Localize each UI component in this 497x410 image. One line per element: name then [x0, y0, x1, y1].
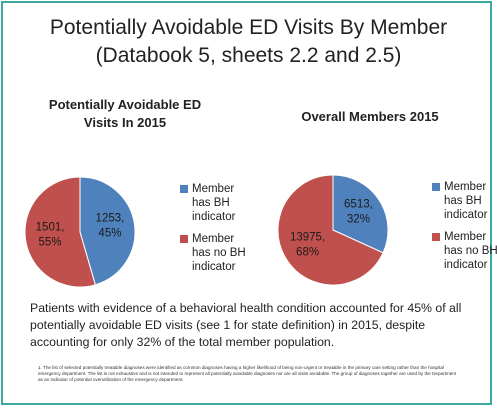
legend-item: Member has no BH indicator: [180, 232, 254, 274]
legend-label: Member has no BH indicator: [444, 231, 497, 271]
legend-item: Member has no BH indicator: [432, 230, 497, 272]
legend-label: Member has BH indicator: [192, 183, 236, 223]
legend: Member has BH indicator Member has no BH …: [432, 180, 497, 280]
legend-label: Member has BH indicator: [444, 181, 488, 221]
pie-chart: 1253, 45% 1501, 55%: [24, 176, 136, 288]
data-label: 6513, 32%: [344, 199, 373, 226]
body-text: Patients with evidence of a behavioral h…: [30, 301, 462, 349]
pie-chart: 6513, 32% 13975, 68%: [277, 174, 389, 286]
data-label: 1253, 45%: [96, 213, 125, 240]
legend-label: Member has no BH indicator: [192, 233, 246, 273]
footnote: 1. The list of selected potentially trea…: [38, 365, 457, 382]
legend-swatch: [180, 185, 188, 193]
frame: [1, 1, 492, 405]
pie-slice: [24, 176, 96, 288]
chart-title: Overall Members 2015: [301, 109, 439, 124]
slide-title: Potentially Avoidable ED Visits By Membe…: [49, 16, 448, 67]
pie-slice: [277, 174, 384, 286]
data-label: 1501, 55%: [36, 221, 65, 248]
pie-slice: [79, 176, 136, 286]
legend-swatch: [432, 183, 440, 191]
legend-item: Member has BH indicator: [432, 180, 497, 222]
legend: Member has BH indicator Member has no BH …: [180, 182, 254, 282]
data-label: 13975, 68%: [290, 231, 325, 258]
legend-swatch: [432, 233, 440, 241]
chart-title: Potentially Avoidable ED Visits In 2015: [48, 97, 202, 130]
legend-swatch: [180, 235, 188, 243]
pie-slice: [332, 174, 389, 254]
legend-item: Member has BH indicator: [180, 182, 254, 224]
